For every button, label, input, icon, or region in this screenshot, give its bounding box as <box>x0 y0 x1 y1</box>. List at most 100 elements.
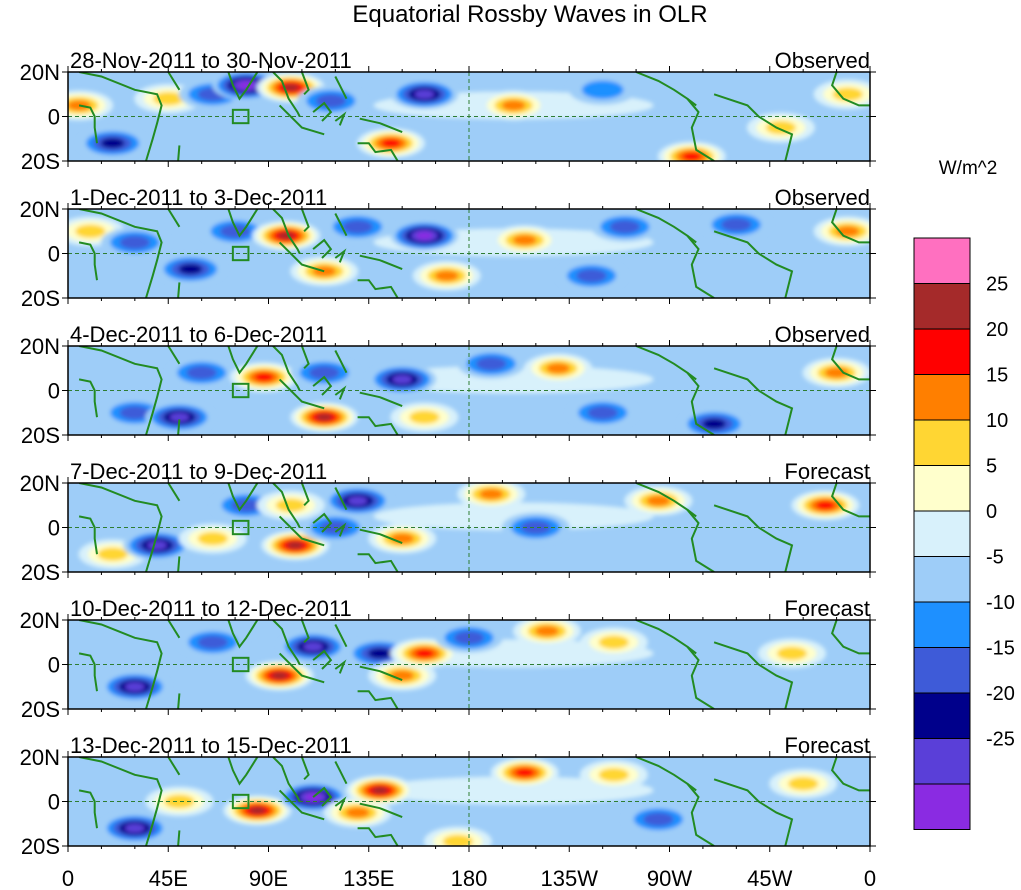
anomaly-contour <box>788 777 819 791</box>
coastline <box>686 646 715 709</box>
anomaly-contour <box>416 232 433 240</box>
y-tick-label: 0 <box>48 790 60 815</box>
anomaly-contour <box>442 834 473 846</box>
panels-group: 20N 0 20S 28-Nov-2011 to 30-Nov-2011 Observe… <box>20 48 876 859</box>
colorbar-swatch <box>913 237 971 284</box>
anomaly-contour <box>345 807 370 818</box>
anomaly-contour <box>535 625 559 637</box>
anomaly-contour <box>702 418 726 430</box>
coastline <box>78 378 98 418</box>
anomaly-contour <box>409 410 440 424</box>
y-tick-label: 0 <box>48 242 60 267</box>
coastline <box>830 209 870 244</box>
panel-period-label: 1-Dec-2011 to 3-Dec-2011 <box>70 185 327 210</box>
anomaly-contour <box>164 794 195 809</box>
coastline <box>713 641 794 709</box>
y-tick-label: 0 <box>48 653 60 678</box>
coastline <box>312 512 333 533</box>
coastline <box>167 209 181 228</box>
coastline <box>167 483 181 502</box>
anomaly-contour <box>381 138 401 148</box>
anomaly-contour <box>815 501 836 510</box>
coastline <box>177 693 181 709</box>
coastline <box>830 346 870 381</box>
anomaly-contour <box>512 234 537 246</box>
anomaly-contour <box>476 357 507 371</box>
anomaly-contour <box>479 488 504 500</box>
anomaly-contour <box>271 672 288 680</box>
coastline <box>334 111 347 126</box>
coastline <box>78 757 163 846</box>
anomaly-contour <box>275 498 306 512</box>
anomaly-contour <box>682 152 702 161</box>
anomaly-contour <box>254 372 274 382</box>
coastline <box>278 789 325 821</box>
anomaly-contour <box>520 520 551 535</box>
coastline <box>167 757 181 776</box>
coastline <box>78 620 163 709</box>
coastline <box>713 367 794 435</box>
anomaly-contour <box>169 412 190 422</box>
coastline <box>713 230 794 298</box>
anomaly-contour <box>414 649 435 658</box>
coastline <box>167 72 181 91</box>
anomaly-contour <box>371 786 389 794</box>
anomaly-contour <box>576 269 607 283</box>
coastline <box>686 372 715 435</box>
coastline <box>357 142 399 161</box>
coastline <box>357 827 399 846</box>
coastline <box>78 104 98 144</box>
coastline <box>272 757 301 802</box>
anomaly-contour <box>304 793 322 801</box>
coastline <box>78 515 98 555</box>
coastline <box>177 556 181 572</box>
panel-kind-label: Forecast <box>784 596 870 621</box>
anomaly-contour <box>278 232 295 240</box>
x-tick-label: 45W <box>747 866 792 890</box>
coastline <box>272 209 301 254</box>
anomaly-contour <box>316 413 333 421</box>
anomaly-contour <box>119 235 150 250</box>
map-panel: 20N 0 20S 10-Dec-2011 to 12-Dec-2011 Forecas… <box>20 596 876 722</box>
coastline <box>359 665 403 682</box>
anomaly-contour <box>249 806 266 814</box>
coastlines <box>78 72 870 161</box>
coastline <box>312 238 333 259</box>
anomaly-contour <box>368 648 392 659</box>
coastline <box>357 553 399 572</box>
anomaly-contour <box>434 270 459 281</box>
x-tick-label: 0 <box>62 866 74 890</box>
coastline <box>300 483 310 507</box>
colorbar-units-label: W/m^2 <box>939 158 998 179</box>
coastline <box>227 72 259 101</box>
colorbar-swatch <box>913 647 971 694</box>
y-tick-label: 20S <box>21 149 60 174</box>
map-panel: 20N 0 20S 1-Dec-2011 to 3-Dec-2011 Observed <box>20 185 876 311</box>
coastline <box>78 652 98 692</box>
anomaly-contour <box>75 224 106 238</box>
coastline <box>686 235 715 298</box>
coastline <box>359 528 403 545</box>
coastline <box>830 72 870 107</box>
coastline <box>78 72 163 161</box>
coastlines <box>78 346 870 435</box>
anomaly-field <box>100 757 838 846</box>
colorbar: W/m^2 25 20 15 10 5 0 -5 -10 -15 -20 -25 <box>913 158 1015 830</box>
anomaly-contour <box>832 87 863 101</box>
anomaly-contour <box>643 812 674 826</box>
colorbar-swatch <box>913 556 971 603</box>
panel-period-label: 28-Nov-2011 to 30-Nov-2011 <box>70 48 352 73</box>
anomaly-contour <box>581 80 624 99</box>
y-tick-label: 20N <box>20 608 60 633</box>
colorbar-swatch <box>913 328 971 375</box>
x-axis: 0 45E 90E 135E 180 135W 90W 45W 0 <box>62 866 876 890</box>
coastline <box>167 620 181 639</box>
anomaly-contour <box>303 642 323 651</box>
colorbar-tick-label: -5 <box>986 547 1004 569</box>
coastlines <box>78 620 870 709</box>
y-tick-label: 20N <box>20 334 60 359</box>
y-tick-label: 20S <box>21 286 60 311</box>
coastline <box>177 830 181 846</box>
colorbar-swatch <box>913 419 971 466</box>
